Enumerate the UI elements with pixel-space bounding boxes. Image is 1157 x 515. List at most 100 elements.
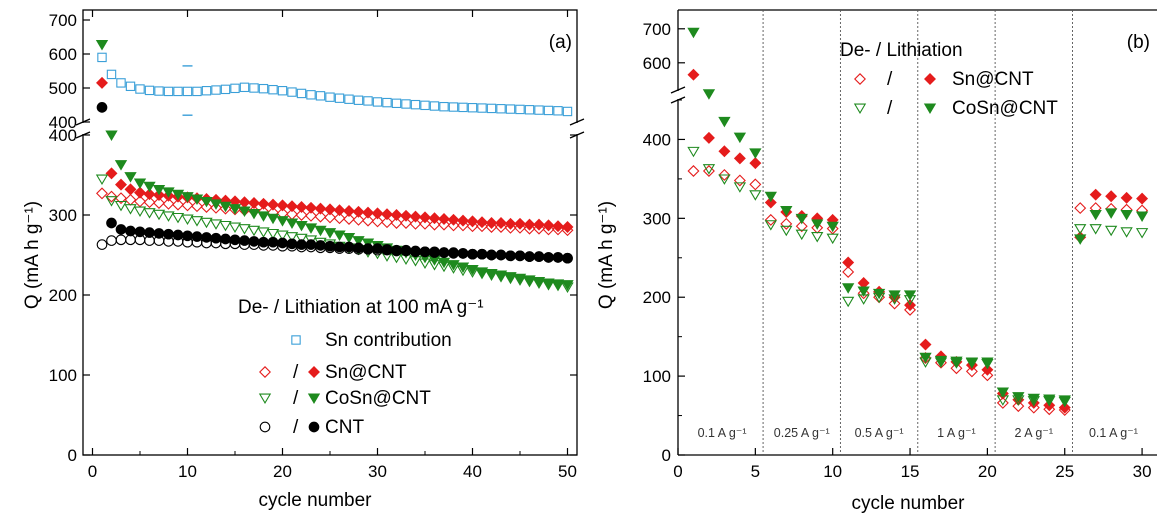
chart-a-legend-symbol-sn-cnt-filled	[308, 366, 320, 378]
chart-b-rate-label: 0.1 A g⁻¹	[1089, 426, 1138, 440]
chart-b-point-sn-cnt-delithiation	[780, 217, 793, 230]
chart-b-point-sn-cnt-delithiation	[965, 365, 978, 378]
chart-b-point-sn-cnt-lithiation	[749, 157, 762, 170]
chart-a-point-sn-cnt-delithiation	[124, 193, 137, 206]
chart-a-point-cnt-lithiation	[125, 225, 136, 237]
chart-b-point-sn-cnt-delithiation	[795, 220, 808, 233]
chart-a-point-sn-cnt-lithiation	[419, 211, 431, 224]
chart-a-point-sn-cnt-lithiation	[96, 76, 108, 89]
chart-a-point-sn-contribution	[496, 104, 506, 114]
chart-a-point-cosn-cnt-delithiation	[95, 174, 109, 186]
chart-a-point-cnt-lithiation	[201, 232, 212, 243]
chart-a-point-cnt-lithiation	[429, 246, 440, 258]
chart-a-point-sn-cnt-lithiation	[514, 217, 526, 230]
chart-a-legend-symbol-sn-contribution	[291, 335, 301, 345]
chart-b-break-gap	[672, 91, 684, 99]
chart-b-point-cosn-cnt-lithiation	[996, 387, 1010, 398]
chart-a-point-cosn-cnt-delithiation	[152, 209, 166, 221]
chart-a-point-sn-contribution	[315, 91, 326, 101]
chart-b-point-cosn-cnt-lithiation	[919, 352, 932, 364]
chart-b-point-sn-cnt-delithiation	[1027, 401, 1040, 414]
chart-a-point-sn-cnt-lithiation	[305, 201, 317, 214]
chart-b-point-cosn-cnt-lithiation	[981, 357, 994, 368]
chart-a-point-cosn-cnt-lithiation	[551, 279, 565, 290]
chart-b-point-sn-cnt-delithiation	[996, 396, 1009, 409]
chart-a-ylabel: Q (mA h g⁻¹)	[22, 201, 43, 309]
chart-b-point-sn-cnt-delithiation	[950, 362, 963, 375]
chart-b-xtick-label: 30	[1133, 462, 1152, 481]
chart-a-point-sn-cnt-delithiation	[352, 213, 365, 226]
chart-a-point-sn-cnt-lithiation	[552, 220, 564, 233]
chart-a-point-sn-cnt-delithiation	[200, 201, 213, 213]
chart-b-point-cosn-cnt-delithiation	[1120, 227, 1133, 238]
chart-b-point-cosn-cnt-lithiation	[1058, 395, 1071, 406]
chart-a-point-cosn-cnt-lithiation	[532, 276, 546, 288]
chart-a-point-cosn-cnt-lithiation	[437, 257, 451, 269]
chart-a-point-sn-contribution	[258, 83, 269, 94]
chart-a-xtick-label: 10	[178, 462, 197, 481]
chart-a-point-cnt-lithiation	[372, 243, 383, 254]
chart-a-point-sn-cnt-delithiation	[295, 209, 308, 221]
chart-a-point-sn-contribution	[201, 86, 212, 96]
chart-b-point-sn-cnt-delithiation	[1074, 202, 1087, 215]
chart-b-point-sn-cnt-lithiation	[718, 145, 731, 158]
chart-a-point-sn-contribution	[524, 105, 535, 115]
chart-a-point-cosn-cnt-lithiation	[352, 236, 365, 247]
chart-a-ytick-label-upper: 400	[49, 113, 77, 132]
chart-a-point-sn-cnt-lithiation	[371, 207, 384, 220]
chart-b-point-cosn-cnt-lithiation	[1135, 211, 1149, 222]
chart-a-point-cnt-lithiation	[182, 230, 193, 242]
chart-a-point-sn-contribution	[467, 103, 478, 113]
chart-a-point-cnt-lithiation	[229, 234, 241, 246]
chart-a-point-sn-contribution	[306, 90, 316, 100]
chart-a-point-sn-cnt-lithiation	[476, 216, 488, 229]
chart-a-point-sn-cnt-lithiation	[248, 197, 260, 209]
chart-a-point-sn-cnt-delithiation	[153, 197, 165, 209]
chart-a-point-cnt-lithiation	[258, 236, 269, 248]
chart-a-point-cnt-lithiation	[419, 246, 431, 258]
chart-a-legend-sep-cnt: /	[293, 417, 299, 438]
chart-a-break-gap-right	[571, 123, 583, 134]
chart-a-point-cosn-cnt-delithiation	[219, 220, 232, 232]
chart-a-point-sn-contribution	[420, 100, 430, 111]
chart-b-legend-sep-cosn-cnt: /	[887, 98, 893, 119]
chart-a-point-sn-cnt-delithiation	[143, 196, 156, 209]
chart-a-point-sn-contribution	[296, 88, 307, 99]
chart-a-point-cnt-lithiation	[324, 240, 336, 252]
chart-a-point-cosn-cnt-lithiation	[456, 262, 470, 274]
chart-a-point-sn-contribution	[287, 87, 297, 97]
chart-b-point-cosn-cnt-lithiation	[1089, 209, 1102, 221]
chart-b-point-cosn-cnt-lithiation	[795, 213, 808, 225]
chart-b-point-sn-cnt-lithiation	[1136, 192, 1149, 205]
chart-a-point-sn-cnt-lithiation	[257, 197, 270, 210]
chart-a-ytick-label-upper: 700	[49, 11, 77, 30]
chart-b-point-sn-cnt-lithiation	[687, 68, 700, 81]
chart-b-point-sn-cnt-delithiation	[857, 287, 870, 300]
chart-a-point-sn-cnt-lithiation	[362, 206, 374, 219]
chart-b-point-cosn-cnt-delithiation	[1135, 228, 1149, 239]
chart-a-point-sn-cnt-lithiation	[438, 213, 450, 225]
chart-a-point-sn-contribution	[382, 97, 392, 108]
chart-b-point-sn-cnt-lithiation	[1105, 190, 1118, 203]
chart-b-ytick-label-upper: 600	[643, 54, 671, 73]
chart-a-point-sn-cnt-delithiation	[447, 219, 460, 232]
chart-a-point-sn-cnt-lithiation	[504, 217, 517, 230]
chart-a-xtick-label: 50	[558, 462, 577, 481]
chart-a-point-cosn-cnt-lithiation	[133, 178, 147, 190]
chart-a-point-cnt-lithiation	[505, 250, 516, 262]
chart-a-point-cosn-cnt-delithiation	[162, 211, 175, 222]
chart-a-point-cnt-lithiation	[362, 243, 374, 254]
chart-a-point-cosn-cnt-lithiation	[447, 260, 460, 271]
chart-a-legend-symbol-cosn-cnt-open	[258, 393, 272, 405]
chart-a-point-sn-contribution	[553, 106, 563, 116]
chart-a-point-cnt-lithiation	[495, 249, 507, 261]
chart-b-ytick-label: 400	[643, 130, 671, 149]
chart-b-rate-label: 0.5 A g⁻¹	[855, 426, 904, 440]
chart-a-legend-symbol-cosn-cnt-filled	[307, 393, 321, 405]
chart-a-point-cnt-lithiation	[381, 244, 393, 255]
chart-a-point-sn-contribution	[391, 98, 402, 109]
chart-a-ytick-label-upper: 500	[49, 79, 77, 98]
chart-a-point-cosn-cnt-delithiation	[200, 217, 213, 229]
chart-a-point-cnt-lithiation	[296, 239, 307, 250]
chart-a-point-cnt-lithiation	[552, 252, 564, 263]
